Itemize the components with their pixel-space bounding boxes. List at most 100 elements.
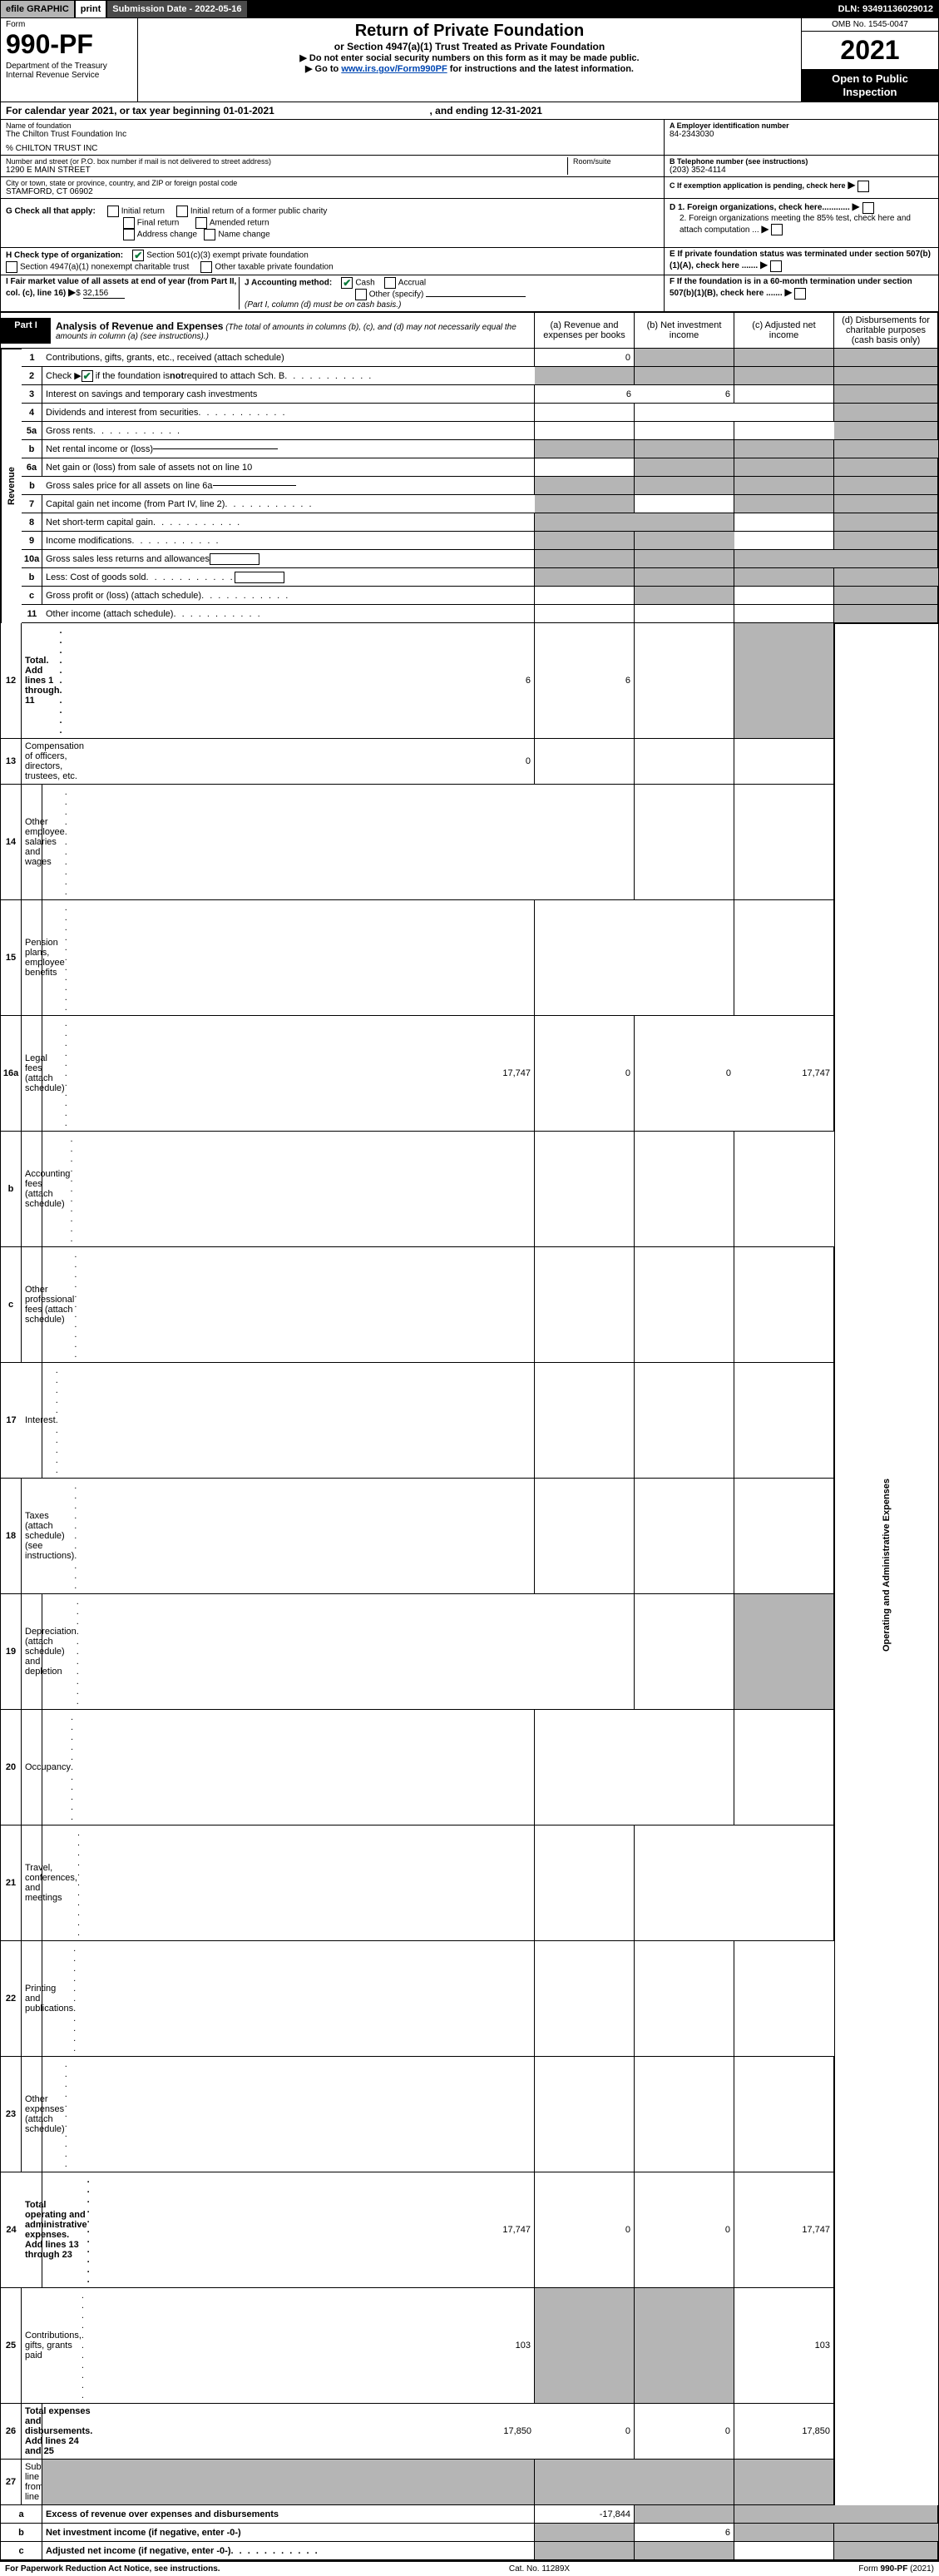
row-num: 9 bbox=[22, 532, 42, 550]
row-num: b bbox=[22, 440, 42, 458]
cell-12b: 6 bbox=[535, 623, 635, 739]
d1-checkbox[interactable] bbox=[862, 202, 874, 214]
row-num: 6a bbox=[22, 458, 42, 477]
row-num: 13 bbox=[1, 739, 22, 785]
g-final-return[interactable] bbox=[123, 217, 135, 229]
dept-label: Department of the Treasury Internal Reve… bbox=[6, 62, 132, 80]
print-button[interactable]: print bbox=[76, 1, 106, 17]
j-cash-checkbox[interactable] bbox=[341, 277, 353, 289]
row-num: 22 bbox=[1, 1941, 22, 2057]
row-desc: Subtract line 26 from line 12: bbox=[22, 2460, 42, 2505]
cell-1a: 0 bbox=[535, 349, 635, 367]
h-501c3-checkbox[interactable] bbox=[132, 250, 144, 261]
row-num: c bbox=[1, 2542, 42, 2560]
g-label: G Check all that apply: bbox=[6, 207, 96, 216]
col-d-header: (d) Disbursements for charitable purpose… bbox=[834, 313, 938, 349]
row-num: 15 bbox=[1, 900, 22, 1016]
e-checkbox[interactable] bbox=[770, 260, 782, 272]
row-desc: Depreciation (attach schedule) and deple… bbox=[22, 1594, 42, 1710]
row-num: 8 bbox=[22, 513, 42, 532]
c-label: C If exemption application is pending, c… bbox=[670, 181, 846, 190]
revenue-section-label: Revenue bbox=[1, 349, 22, 623]
cell-26b: 0 bbox=[535, 2404, 635, 2460]
row-num: 19 bbox=[1, 1594, 22, 1710]
row-num: 24 bbox=[1, 2172, 22, 2288]
cell-24b: 0 bbox=[535, 2172, 635, 2288]
row-desc: Contributions, gifts, grants, etc., rece… bbox=[42, 349, 535, 367]
tel-value: (203) 352-4114 bbox=[670, 166, 933, 175]
schb-checkbox[interactable] bbox=[82, 370, 93, 382]
row-desc: Pension plans, employee benefits bbox=[22, 900, 42, 1016]
submission-date: Submission Date - 2022-05-16 bbox=[107, 1, 246, 17]
cell-shaded bbox=[834, 349, 938, 367]
form-word: Form bbox=[6, 20, 132, 29]
row-num: 10a bbox=[22, 550, 42, 568]
omb-number: OMB No. 1545-0047 bbox=[802, 18, 938, 32]
cell-26a: 17,850 bbox=[42, 2404, 535, 2460]
row-desc: Adjusted net income (if negative, enter … bbox=[42, 2542, 535, 2560]
form-note-2: ▶ Go to www.irs.gov/Form990PF for instru… bbox=[148, 63, 791, 74]
top-bar: efile GRAPHIC print Submission Date - 20… bbox=[0, 0, 939, 18]
col-c-header: (c) Adjusted net income bbox=[734, 313, 834, 349]
city-value: STAMFORD, CT 06902 bbox=[6, 187, 659, 196]
col-a-header: (a) Revenue and expenses per books bbox=[535, 313, 635, 349]
row-num: c bbox=[1, 1247, 22, 1363]
e-label: E If private foundation status was termi… bbox=[670, 250, 931, 270]
h-other-checkbox[interactable] bbox=[200, 261, 212, 273]
cell-shaded bbox=[734, 349, 834, 367]
form-ref: Form 990-PF (2021) bbox=[858, 2564, 934, 2574]
col-b-header: (b) Net investment income bbox=[635, 313, 734, 349]
row-num: c bbox=[22, 587, 42, 605]
care-of: % CHILTON TRUST INC bbox=[6, 144, 659, 153]
row-num: 4 bbox=[22, 404, 42, 422]
row-num: 7 bbox=[22, 495, 42, 513]
h-4947-checkbox[interactable] bbox=[6, 261, 17, 273]
row-desc: Compensation of officers, directors, tru… bbox=[22, 739, 42, 785]
form-number: 990-PF bbox=[6, 29, 132, 60]
j-other-checkbox[interactable] bbox=[355, 289, 367, 300]
addr-label: Number and street (or P.O. box number if… bbox=[6, 157, 567, 166]
cell-shaded bbox=[635, 349, 734, 367]
d2-checkbox[interactable] bbox=[771, 224, 783, 235]
cell-25a: 103 bbox=[42, 2288, 535, 2404]
g-initial-return[interactable] bbox=[107, 206, 119, 217]
form-title: Return of Private Foundation bbox=[148, 22, 791, 41]
g-initial-public[interactable] bbox=[176, 206, 188, 217]
row-num: 17 bbox=[1, 1363, 22, 1479]
row-desc: Travel, conferences, and meetings bbox=[22, 1825, 42, 1941]
efile-label: efile GRAPHIC bbox=[1, 1, 74, 17]
irs-link[interactable]: www.irs.gov/Form990PF bbox=[341, 64, 447, 74]
ein-label: A Employer identification number bbox=[670, 121, 933, 130]
row-desc: Net gain or (loss) from sale of assets n… bbox=[42, 458, 535, 477]
row-desc: Gross rents bbox=[42, 422, 535, 440]
row-desc: Legal fees (attach schedule) bbox=[22, 1016, 42, 1132]
j-accrual-checkbox[interactable] bbox=[384, 277, 396, 289]
cell-empty bbox=[734, 385, 834, 404]
g-name-change[interactable] bbox=[204, 229, 215, 240]
row-num: a bbox=[1, 2505, 42, 2524]
row-desc: Other income (attach schedule) bbox=[42, 605, 535, 623]
cell-3b: 6 bbox=[635, 385, 734, 404]
form-subtitle: or Section 4947(a)(1) Trust Treated as P… bbox=[148, 41, 791, 52]
row-desc: Less: Cost of goods sold bbox=[42, 568, 535, 587]
cell-24a: 17,747 bbox=[42, 2172, 535, 2288]
f-checkbox[interactable] bbox=[794, 288, 806, 300]
g-amended[interactable] bbox=[195, 217, 207, 229]
row-desc: Other employee salaries and wages bbox=[22, 785, 42, 900]
cell-13a: 0 bbox=[42, 739, 535, 785]
row-desc: Total. Add lines 1 through 11 bbox=[22, 623, 42, 739]
row-desc: Excess of revenue over expenses and disb… bbox=[42, 2505, 535, 2524]
tax-year: 2021 bbox=[802, 32, 938, 69]
g-address-change[interactable] bbox=[123, 229, 135, 240]
foundation-name: The Chilton Trust Foundation Inc bbox=[6, 130, 659, 139]
h-label: H Check type of organization: bbox=[6, 251, 123, 260]
cell-24d: 17,747 bbox=[734, 2172, 834, 2288]
row-num: 21 bbox=[1, 1825, 22, 1941]
c-checkbox[interactable] bbox=[857, 181, 869, 192]
form-header: Form 990-PF Department of the Treasury I… bbox=[0, 18, 939, 102]
part-1-title: Analysis of Revenue and Expenses bbox=[56, 320, 223, 332]
addr-value: 1290 E MAIN STREET bbox=[6, 166, 567, 175]
row-desc: Other professional fees (attach schedule… bbox=[22, 1247, 42, 1363]
d2-label: 2. Foreign organizations meeting the 85%… bbox=[680, 214, 911, 235]
cell-26c: 0 bbox=[635, 2404, 734, 2460]
